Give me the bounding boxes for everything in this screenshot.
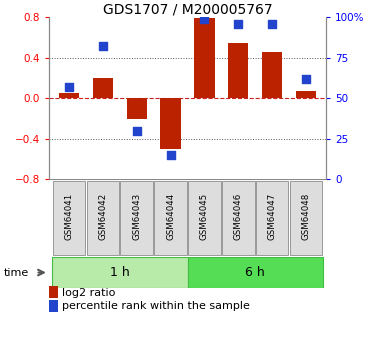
Point (235, 21, 241, 27)
Point (201, 16, 207, 22)
Bar (59, 93, 79, 98)
Text: time: time (4, 268, 29, 277)
Bar (262, 52, 282, 98)
Text: log2 ratio: log2 ratio (62, 288, 115, 297)
Text: GSM64041: GSM64041 (64, 193, 74, 240)
Point (168, 152, 174, 158)
Text: 1 h: 1 h (110, 266, 130, 279)
Title: GDS1707 / M200005767: GDS1707 / M200005767 (103, 2, 272, 16)
Bar (127, 98, 147, 119)
Point (269, 21, 275, 27)
FancyBboxPatch shape (222, 181, 255, 255)
Point (303, 76, 309, 82)
Text: GSM64044: GSM64044 (166, 193, 175, 240)
Text: GSM64048: GSM64048 (302, 193, 310, 240)
FancyBboxPatch shape (120, 181, 153, 255)
Bar (52, 257, 188, 288)
Text: GSM64045: GSM64045 (200, 193, 209, 240)
Bar (194, 18, 214, 98)
Text: GSM64043: GSM64043 (132, 193, 141, 240)
FancyBboxPatch shape (154, 181, 187, 255)
Bar (93, 78, 113, 98)
FancyBboxPatch shape (87, 181, 119, 255)
Point (66, 84, 72, 90)
Point (134, 128, 140, 134)
FancyBboxPatch shape (53, 181, 85, 255)
FancyBboxPatch shape (188, 181, 220, 255)
Text: GSM64046: GSM64046 (234, 193, 243, 240)
Text: percentile rank within the sample: percentile rank within the sample (62, 302, 250, 311)
Bar (188, 257, 323, 288)
Point (100, 44, 106, 49)
FancyBboxPatch shape (290, 181, 322, 255)
Text: GSM64042: GSM64042 (98, 193, 107, 240)
Bar (160, 98, 181, 149)
Text: 6 h: 6 h (245, 266, 265, 279)
FancyBboxPatch shape (256, 181, 288, 255)
Bar (296, 91, 316, 98)
Text: GSM64047: GSM64047 (268, 193, 277, 240)
Bar (228, 42, 248, 98)
